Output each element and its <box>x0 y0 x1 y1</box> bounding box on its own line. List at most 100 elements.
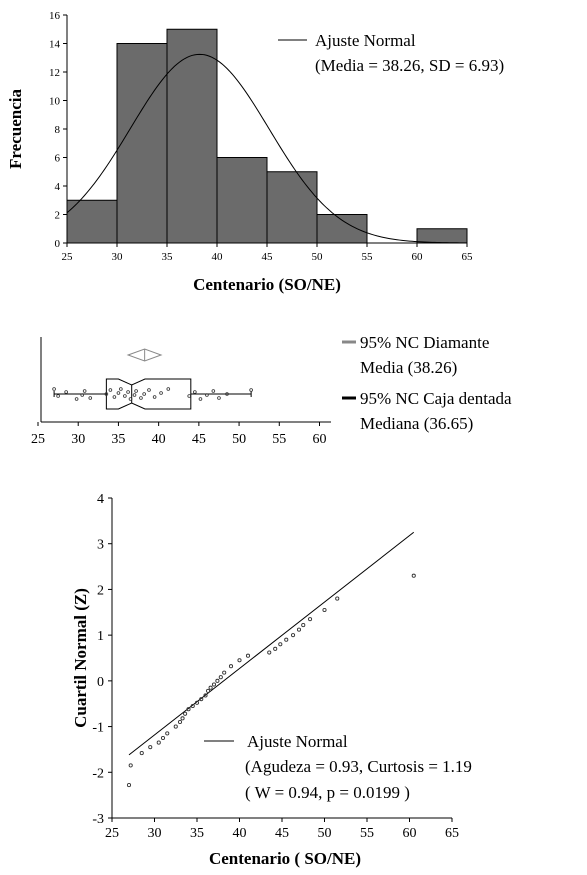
qq-point <box>128 763 133 768</box>
qq-point <box>211 682 217 687</box>
qq-point <box>126 783 132 788</box>
qq-y-tick-label: 1 <box>97 629 104 644</box>
qq-x-tick-label: 40 <box>233 826 247 841</box>
boxplot-point <box>217 396 221 400</box>
qq-point <box>307 617 313 622</box>
qq-point <box>273 646 278 651</box>
qq-point <box>148 745 153 750</box>
qq-y-tick-label: 3 <box>97 538 104 553</box>
qq-point <box>203 693 208 698</box>
normal-probability-chart: 25 30 35 40 45 50 55 60 65 -3 -2 -1 0 1 2 3 4 Centenari… <box>71 492 472 868</box>
boxplot-point <box>193 390 197 394</box>
boxplot-legend-median-line1: 95% NC Caja dentada <box>360 389 512 408</box>
qq-y-tick-label: -2 <box>92 766 104 781</box>
qq-points <box>126 573 416 788</box>
qq-point <box>218 675 223 680</box>
qq-x-tick-label: 50 <box>318 826 332 841</box>
boxplot-point <box>187 394 192 398</box>
boxplot-legend-mean-line1: 95% NC Diamante <box>360 333 489 352</box>
boxplot-point <box>80 393 85 397</box>
qq-x-ticks: 25 30 35 40 45 50 55 60 65 <box>105 818 459 841</box>
boxplot-point <box>64 390 68 394</box>
boxplot-point <box>134 389 138 393</box>
qq-y-tick-label: 2 <box>97 583 104 598</box>
qq-y-ticks: -3 -2 -1 0 1 2 3 4 <box>92 492 112 827</box>
qq-point <box>177 719 183 725</box>
histogram-legend-line2: (Media = 38.26, SD = 6.93) <box>315 56 504 75</box>
normal-fit-curve <box>66 53 468 244</box>
qq-fit-line <box>128 531 415 756</box>
qq-point <box>228 664 234 669</box>
boxplot-point <box>211 389 216 393</box>
boxplot-point <box>132 393 137 397</box>
histogram-x-tick-label: 45 <box>262 251 274 263</box>
boxplot-x-tick-label: 30 <box>71 432 85 447</box>
boxplot-x-tick-label: 55 <box>272 432 286 447</box>
boxplot-x-ticks: 25 30 35 40 45 50 55 60 <box>31 422 327 447</box>
boxplot-point <box>159 391 163 395</box>
qq-x-tick-label: 60 <box>403 826 417 841</box>
boxplot-x-tick-label: 40 <box>152 432 166 447</box>
boxplot-point <box>128 397 133 401</box>
qq-y-tick-label: 4 <box>97 492 104 507</box>
boxplot-point <box>198 397 203 401</box>
boxplot-point <box>116 391 121 395</box>
box-plot-chart: 25 30 35 40 45 50 55 60 95% NC Diamante Media (… <box>31 333 512 447</box>
qq-x-tick-label: 35 <box>190 826 204 841</box>
qq-point <box>173 724 178 729</box>
notched-box <box>53 348 252 410</box>
histogram-bar <box>416 228 468 244</box>
boxplot-x-tick-label: 35 <box>111 432 125 447</box>
qq-point <box>322 607 327 613</box>
histogram-y-tick-label: 10 <box>49 96 61 108</box>
boxplot-point <box>139 396 143 400</box>
qq-y-tick-label: -1 <box>92 721 104 736</box>
histogram-bar <box>66 199 118 244</box>
qq-point <box>160 735 166 741</box>
histogram-x-tick-label: 65 <box>462 251 474 263</box>
boxplot-point <box>52 387 56 391</box>
qq-point <box>156 740 161 745</box>
qq-x-tick-label: 25 <box>105 826 119 841</box>
qq-point <box>335 596 340 601</box>
qq-x-tick-label: 45 <box>275 826 289 841</box>
qq-point <box>165 731 170 736</box>
histogram-x-tick-label: 55 <box>362 251 374 263</box>
histogram-y-tick-label: 14 <box>49 39 61 51</box>
histogram-y-title: Frecuencia <box>6 89 25 169</box>
histogram-bar <box>216 157 268 244</box>
qq-point <box>278 642 283 647</box>
histogram-bars <box>66 28 468 244</box>
qq-point <box>194 700 200 705</box>
histogram-y-tick-label: 0 <box>55 238 61 250</box>
boxplot-x-tick-label: 60 <box>313 432 327 447</box>
boxplot-point <box>147 388 151 392</box>
boxplot-point <box>123 394 127 398</box>
boxplot-point <box>108 388 113 392</box>
qq-x-tick-label: 55 <box>360 826 374 841</box>
histogram-x-tick-label: 35 <box>162 251 174 263</box>
boxplot-x-tick-label: 45 <box>192 432 206 447</box>
boxplot-point <box>119 387 123 391</box>
qq-y-tick-label: 0 <box>97 675 104 690</box>
boxplot-point <box>142 392 146 396</box>
boxplot-point <box>152 395 157 399</box>
qq-point <box>205 688 211 693</box>
qq-point <box>245 653 251 658</box>
qq-point <box>180 716 185 721</box>
boxplot-points <box>52 387 253 401</box>
boxplot-point <box>249 388 253 392</box>
qq-point <box>284 637 289 642</box>
boxplot-point <box>56 394 60 398</box>
histogram-x-tick-label: 40 <box>212 251 224 263</box>
boxplot-notched-box-outline <box>105 378 192 410</box>
boxplot-point <box>112 395 117 399</box>
qq-point <box>222 670 227 675</box>
qq-point <box>183 711 188 716</box>
qq-point <box>139 751 144 756</box>
boxplot-point <box>225 392 229 396</box>
qq-legend-line2: (Agudeza = 0.93, Curtosis = 1.19 <box>245 757 472 776</box>
boxplot-x-tick-label: 50 <box>232 432 246 447</box>
boxplot-point <box>126 390 130 394</box>
